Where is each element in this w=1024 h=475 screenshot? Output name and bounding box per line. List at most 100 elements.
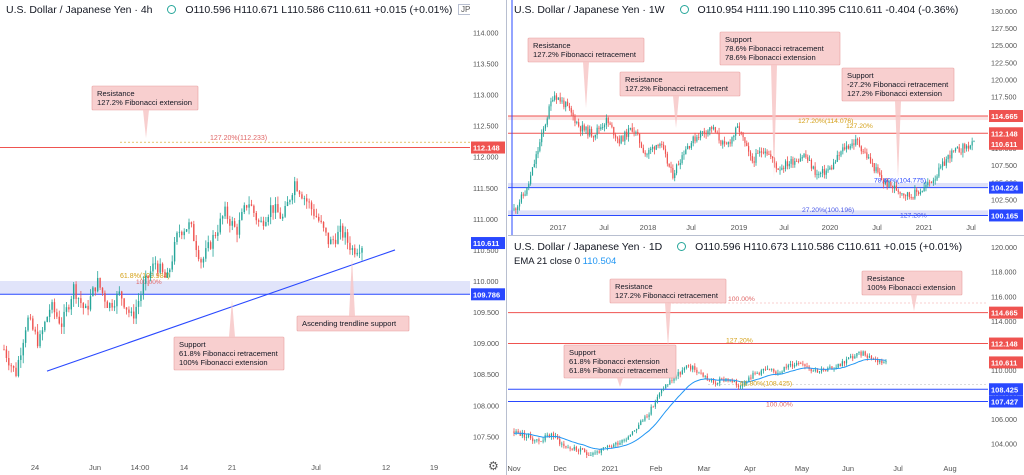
candle-body bbox=[625, 439, 627, 441]
candle-body bbox=[663, 144, 665, 150]
candle-body bbox=[908, 192, 910, 198]
candle-body bbox=[873, 163, 875, 172]
candle-body bbox=[943, 161, 946, 166]
candle-body bbox=[594, 134, 596, 138]
candle-body bbox=[906, 192, 909, 197]
candle-body bbox=[190, 222, 193, 225]
x-tick-label: Mar bbox=[698, 464, 711, 473]
chart-panel-1d[interactable]: U.S. Dollar / Japanese Yen · 1D O110.596… bbox=[508, 237, 1024, 475]
candle-body bbox=[862, 151, 864, 153]
candle-body bbox=[781, 167, 783, 170]
candle-body bbox=[849, 146, 851, 149]
ohlc-readout: O110.596 H110.671 L110.586 C110.611 +0.0… bbox=[185, 4, 453, 16]
candle-body bbox=[932, 180, 934, 183]
candle-body bbox=[737, 385, 740, 387]
candle-body bbox=[796, 161, 798, 162]
candle-body bbox=[581, 448, 584, 450]
chart-panel-1w[interactable]: U.S. Dollar / Japanese Yen · 1W O110.954… bbox=[508, 0, 1024, 236]
candle-body bbox=[542, 128, 545, 134]
candle-body bbox=[814, 166, 816, 175]
candle-body bbox=[44, 321, 46, 331]
fib-label: 127.20% bbox=[900, 212, 927, 219]
chart-canvas[interactable]: 127.20%(112.233) 61.8%(109.984)100.00% Res… bbox=[0, 0, 506, 475]
candle-body bbox=[48, 309, 51, 317]
support-callout-text: Support bbox=[847, 71, 874, 80]
candle-body bbox=[87, 305, 89, 310]
candle-body bbox=[966, 145, 968, 149]
chart-title: U.S. Dollar / Japanese Yen · 1D bbox=[514, 241, 663, 253]
candle-body bbox=[581, 125, 583, 132]
candle-body bbox=[358, 252, 361, 254]
candle-body bbox=[5, 349, 8, 358]
candle-body bbox=[672, 167, 674, 178]
candle-body bbox=[528, 183, 530, 188]
chart-title: U.S. Dollar / Japanese Yen · 4h bbox=[6, 4, 153, 16]
candle-body bbox=[834, 161, 837, 163]
chart-panel-4h[interactable]: U.S. Dollar / Japanese Yen · 4h O110.596… bbox=[0, 0, 507, 475]
candle-body bbox=[814, 369, 816, 371]
candle-body bbox=[760, 151, 763, 153]
candle-body bbox=[796, 362, 798, 366]
candle-body bbox=[569, 447, 571, 449]
candle-body bbox=[903, 193, 905, 196]
price-tag-support-bg bbox=[989, 395, 1023, 408]
candle-body bbox=[576, 122, 578, 124]
candle-body bbox=[541, 133, 543, 143]
support-callout-text: Support bbox=[179, 340, 206, 349]
candle-body bbox=[152, 263, 154, 272]
candle-body bbox=[109, 303, 111, 309]
candle-body bbox=[775, 163, 777, 169]
candle-body bbox=[513, 208, 515, 210]
price-tag-last: 110.611 bbox=[991, 140, 1017, 149]
candle-body bbox=[101, 287, 104, 293]
x-tick-label: Jun bbox=[842, 464, 854, 473]
candle-body bbox=[238, 219, 241, 235]
candle-body bbox=[706, 376, 708, 380]
price-tag-support: 108.425 bbox=[991, 385, 1018, 394]
candle-body bbox=[866, 355, 868, 358]
price-tag-support-bg bbox=[989, 209, 1023, 222]
candle-body bbox=[623, 439, 625, 441]
ema-legend[interactable]: EMA 21 close 0 110.504 bbox=[514, 256, 616, 267]
candle-body bbox=[754, 372, 756, 374]
candle-body bbox=[229, 218, 231, 226]
candle-body bbox=[919, 192, 922, 195]
candle-body bbox=[635, 428, 638, 431]
y-tick-label: 104.000 bbox=[991, 440, 1017, 449]
candle-body bbox=[301, 194, 303, 199]
candle-body bbox=[857, 139, 859, 141]
x-tick-label: Apr bbox=[744, 464, 756, 473]
candle-body bbox=[63, 311, 65, 327]
trendline-callout-pointer bbox=[349, 258, 355, 316]
candle-body bbox=[679, 372, 681, 375]
candle-body bbox=[566, 101, 569, 106]
candle-body bbox=[260, 220, 262, 222]
candle-body bbox=[698, 372, 700, 374]
price-tag-last-bg bbox=[989, 356, 1023, 369]
candle-body bbox=[615, 135, 617, 138]
resistance-callout-text: Resistance bbox=[867, 274, 905, 283]
candle-body bbox=[708, 379, 710, 381]
candle-body bbox=[318, 216, 320, 221]
candle-body bbox=[744, 137, 746, 143]
candle-body bbox=[559, 439, 561, 445]
candle-body bbox=[673, 378, 675, 381]
candle-body bbox=[677, 372, 679, 377]
candle-body bbox=[804, 364, 806, 367]
chart-canvas[interactable]: 100.00% 127.20% 61.80%(108.425) 100.00% Resi… bbox=[508, 237, 1024, 475]
candle-body bbox=[753, 161, 755, 163]
ohlc-readout: O110.954 H111.190 L110.395 C110.611 -0.4… bbox=[697, 4, 959, 16]
candle-body bbox=[756, 373, 758, 374]
resistance-callout-text: 127.2% Fibonacci retracement bbox=[625, 84, 729, 93]
candle-body bbox=[777, 168, 779, 170]
candle-body bbox=[688, 146, 691, 148]
chart-canvas[interactable]: 127.20%(114.076)127.20%78.60%(104.775)27… bbox=[508, 0, 1024, 235]
candle-body bbox=[738, 126, 740, 132]
candle-body bbox=[831, 366, 833, 370]
candle-body bbox=[337, 231, 339, 244]
candle-body bbox=[207, 242, 209, 249]
candle-body bbox=[522, 194, 524, 196]
y-tick-label: 109.000 bbox=[473, 339, 499, 348]
support-callout-text: 78.6% Fibonacci retracement bbox=[725, 44, 825, 53]
gear-icon[interactable]: ⚙ bbox=[488, 459, 499, 473]
